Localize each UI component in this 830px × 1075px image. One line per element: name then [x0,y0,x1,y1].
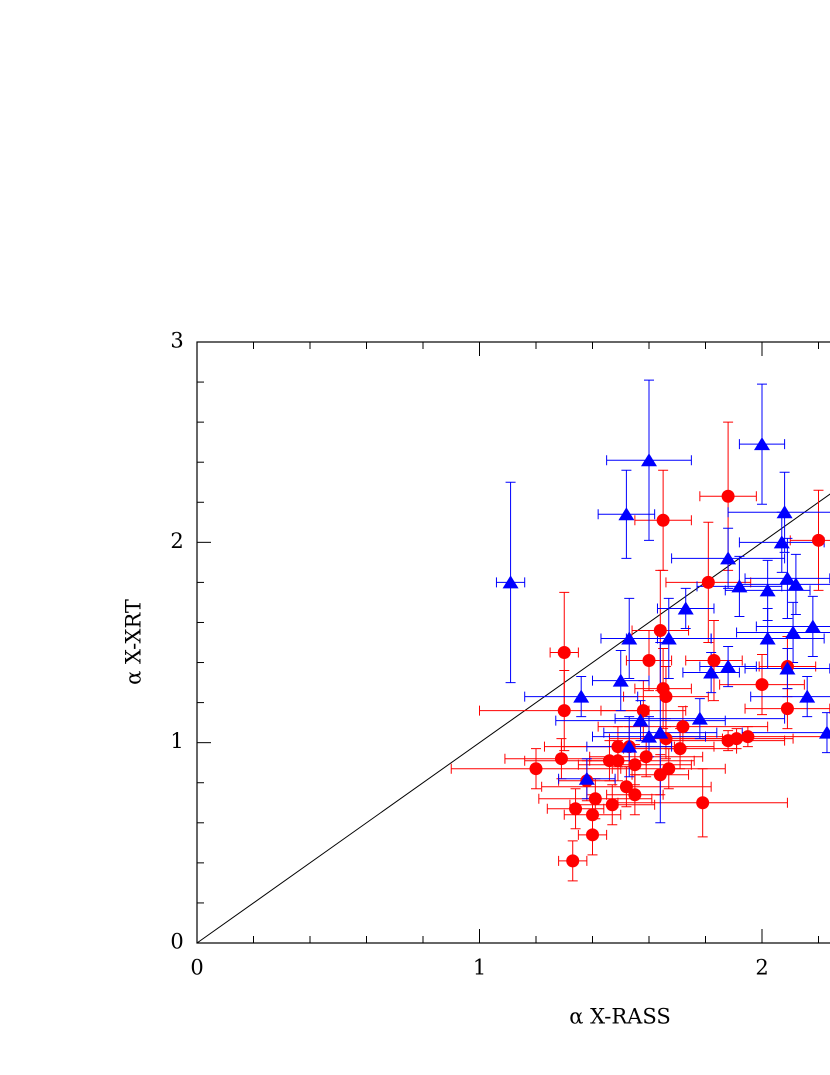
circle-point [529,762,543,776]
triangle-point [652,725,669,739]
triangle-point [731,579,748,593]
circle-point [554,752,568,766]
triangle-point [785,625,802,639]
circle-point [611,754,625,768]
triangle-point [612,673,629,687]
circle-point [755,678,769,692]
circle-point [569,802,583,816]
triangle-point [621,739,638,753]
circle-point [642,654,656,668]
x-tick-label: 0 [190,956,203,980]
x-error-bar [750,691,830,702]
triangle-point [641,729,657,743]
triangle-point [754,437,770,451]
circle-point [696,796,710,810]
circle-point [707,654,721,668]
triangle-point [578,771,595,785]
circle-point [653,768,667,782]
triangle-point [703,665,720,679]
triangle-point [787,577,804,591]
triangle-point [818,725,830,739]
circle-point [701,575,715,589]
y-tick-label: 0 [170,930,183,954]
circle-point [636,704,650,718]
triangle-point [776,505,793,519]
y-tick-label: 1 [170,729,183,753]
triangle-point [720,551,737,565]
triangle-point [779,661,796,675]
y-tick-label: 3 [170,329,183,353]
circle-point [557,704,571,718]
triangle-point [641,453,657,467]
circle-point [586,808,599,822]
triangle-point [660,631,677,645]
triangle-point [759,631,776,645]
y-tick-label: 2 [170,529,183,553]
triangle-point [573,689,590,703]
triangle-point [632,713,649,727]
x-tick-label: 2 [755,956,768,980]
circle-point [653,623,667,637]
circle-point [586,828,599,842]
circle-point [676,720,690,734]
y-axis-label: α X-XRT [122,599,146,685]
circle-point [812,533,825,547]
circle-point [628,758,642,772]
triangle-point [691,711,708,725]
x-error-bar [741,727,830,738]
circle-point [619,780,633,794]
circle-point [605,798,619,812]
x-axis-label: α X-RASS [569,1005,671,1029]
triangle-point [677,601,694,615]
circle-point [639,750,653,764]
triangle-point [779,571,796,585]
circle-point [611,740,625,754]
circle-point [557,646,571,660]
plot-frame [196,341,830,944]
circle-point [721,734,735,748]
triangle-point [799,689,816,703]
circle-point [741,730,755,744]
triangle-point [621,631,638,645]
triangle-point [502,575,519,589]
circle-point [673,742,687,756]
x-tick-label: 1 [473,956,486,980]
triangle-point [618,507,635,521]
circle-point [628,788,642,802]
circle-point [659,690,673,704]
circle-point [566,854,580,868]
reference-line [196,493,830,944]
circle-point [588,792,602,806]
triangle-point [759,583,776,597]
triangle-point [804,619,821,633]
circle-point [780,702,794,716]
circle-point [656,513,670,527]
triangle-point [720,659,737,673]
triangle-point [773,535,790,549]
circle-point [721,489,735,503]
